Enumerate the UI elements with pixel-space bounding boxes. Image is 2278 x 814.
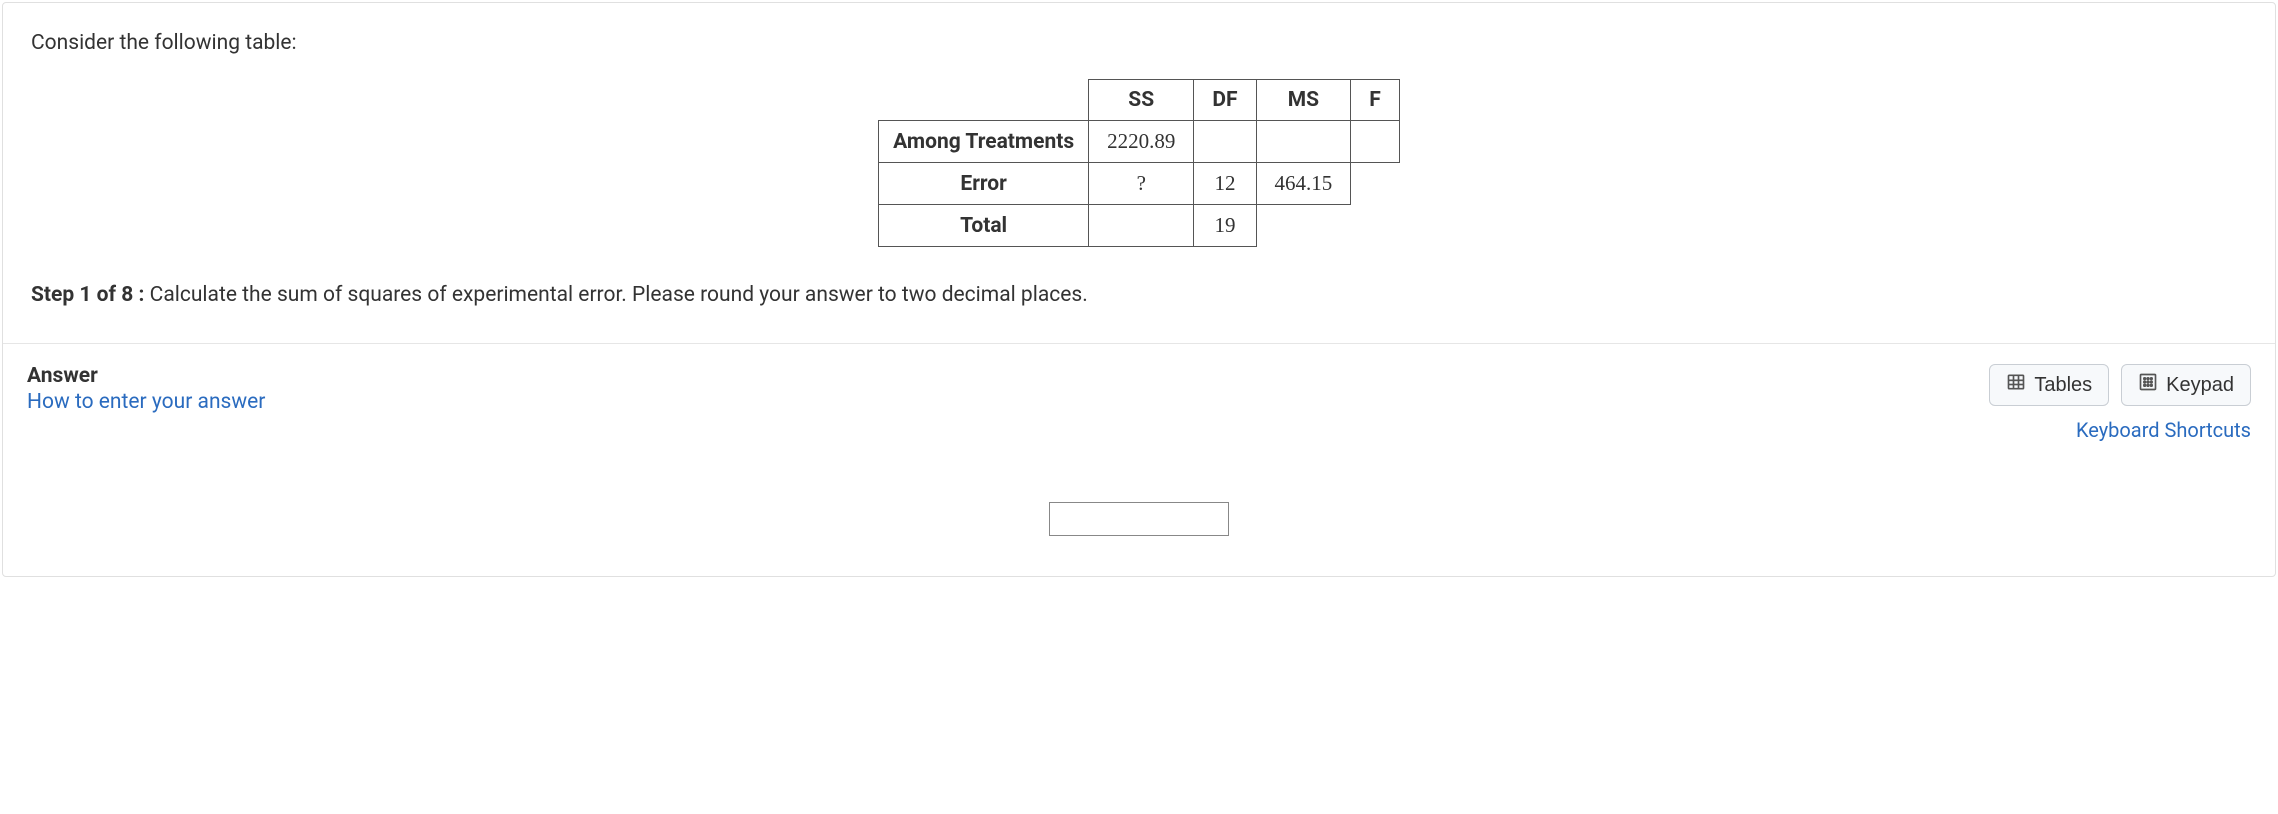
answer-input-wrap <box>27 502 2251 536</box>
howto-link[interactable]: How to enter your answer <box>27 390 265 414</box>
answer-header-row: Answer How to enter your answer <box>27 364 2251 442</box>
answer-label: Answer <box>27 364 265 388</box>
anova-table: SS DF MS F Among Treatments 2220.89 Erro… <box>878 79 1400 247</box>
keyboard-shortcuts-link[interactable]: Keyboard Shortcuts <box>1989 418 2251 442</box>
row-label-total: Total <box>879 205 1089 247</box>
cell-total-df: 19 <box>1194 205 1256 247</box>
keypad-button[interactable]: Keypad <box>2121 364 2251 406</box>
cell-total-ms-empty <box>1256 205 1351 247</box>
col-header-df: DF <box>1194 80 1256 121</box>
cell-among-ss: 2220.89 <box>1089 121 1194 163</box>
answer-left: Answer How to enter your answer <box>27 364 265 414</box>
keypad-icon <box>2138 372 2158 398</box>
table-corner-blank <box>879 80 1089 121</box>
step-label: Step 1 of 8 : <box>31 283 144 307</box>
question-section: Consider the following table: SS DF MS F… <box>3 3 2275 343</box>
tables-icon <box>2006 372 2026 398</box>
cell-error-df: 12 <box>1194 163 1256 205</box>
tables-button-label: Tables <box>2034 374 2092 397</box>
cell-among-f <box>1351 121 1400 163</box>
answer-input[interactable] <box>1049 502 1229 536</box>
row-label-error: Error <box>879 163 1089 205</box>
question-prompt: Consider the following table: <box>31 31 2247 55</box>
table-row: Error ? 12 464.15 <box>879 163 1400 205</box>
table-row: Total 19 <box>879 205 1400 247</box>
cell-error-ms: 464.15 <box>1256 163 1351 205</box>
cell-error-ss: ? <box>1089 163 1194 205</box>
cell-among-ms <box>1256 121 1351 163</box>
step-text: Calculate the sum of squares of experime… <box>144 283 1087 307</box>
col-header-f: F <box>1351 80 1400 121</box>
cell-among-df <box>1194 121 1256 163</box>
cell-total-f-empty <box>1351 205 1400 247</box>
cell-error-f-empty <box>1351 163 1400 205</box>
table-row: Among Treatments 2220.89 <box>879 121 1400 163</box>
col-header-ms: MS <box>1256 80 1351 121</box>
answer-right: Tables <box>1989 364 2251 442</box>
row-label-among: Among Treatments <box>879 121 1089 163</box>
question-card: Consider the following table: SS DF MS F… <box>2 2 2276 577</box>
step-instruction: Step 1 of 8 : Calculate the sum of squar… <box>31 283 2247 307</box>
cell-total-ss <box>1089 205 1194 247</box>
answer-section: Answer How to enter your answer <box>3 344 2275 576</box>
keypad-button-label: Keypad <box>2166 374 2234 397</box>
col-header-ss: SS <box>1089 80 1194 121</box>
anova-table-wrap: SS DF MS F Among Treatments 2220.89 Erro… <box>31 79 2247 247</box>
table-header-row: SS DF MS F <box>879 80 1400 121</box>
tables-button[interactable]: Tables <box>1989 364 2109 406</box>
tool-buttons: Tables <box>1989 364 2251 406</box>
